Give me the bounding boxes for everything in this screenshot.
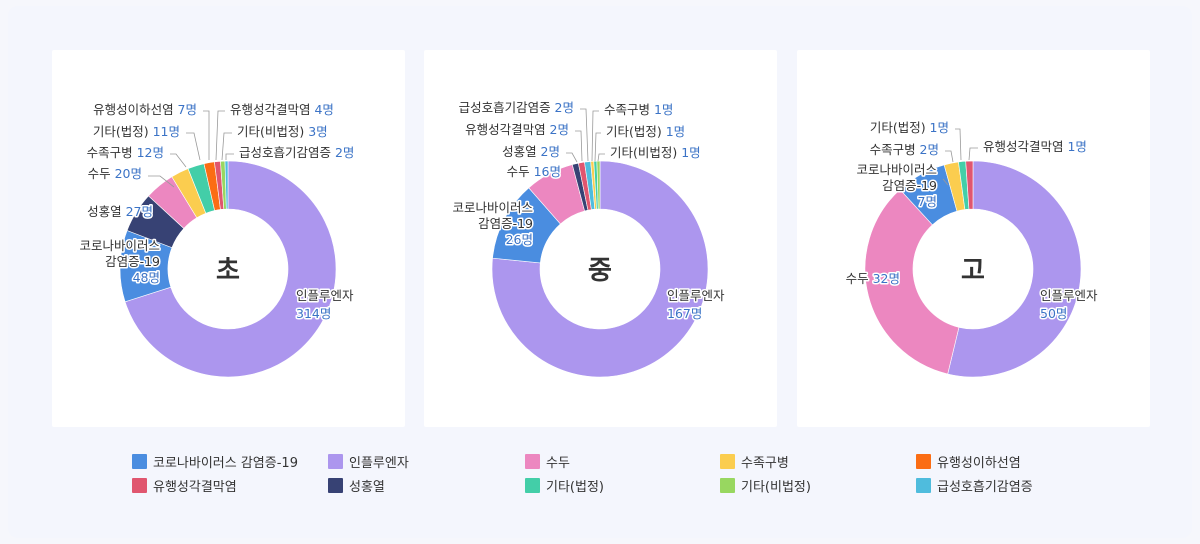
- leader-line-hfmd: [170, 153, 187, 168]
- leader-line-hfmd: [591, 110, 599, 162]
- slice-conj[interactable]: [965, 160, 974, 210]
- legend-label: 급성호흡기감염증: [937, 479, 1033, 495]
- data-label-flu-name: 인플루엔자: [296, 288, 354, 303]
- data-label-varicella: 수두 16명: [507, 164, 561, 179]
- data-label-scarlet: 성홍열 27명: [87, 204, 153, 219]
- data-label-flu-name: 인플루엔자: [667, 288, 725, 303]
- data-label-flu-value: 167명: [667, 306, 702, 321]
- legend-swatch: [916, 477, 931, 493]
- legend-label: 유행성각결막염: [153, 479, 237, 495]
- leader-line-etc_nonlegal: [221, 132, 232, 161]
- slice-ari[interactable]: [224, 160, 229, 210]
- legend-item-etc_legal[interactable]: 기타(법정): [525, 476, 604, 495]
- leader-line-etc_legal: [955, 128, 962, 161]
- legend-swatch: [132, 477, 147, 493]
- legend-swatch: [525, 453, 540, 469]
- legend-item-varicella[interactable]: 수두: [525, 452, 570, 471]
- data-label-conj: 유행성각결막염 2명: [465, 122, 569, 137]
- legend-swatch: [328, 453, 343, 469]
- legend-item-covid[interactable]: 코로나바이러스 감염증-19: [132, 452, 298, 471]
- leader-line-covid: [942, 178, 949, 186]
- leader-line-conj: [575, 130, 583, 162]
- data-label-varicella: 수두 20명: [88, 166, 142, 181]
- data-label-varicella: 수두 32명: [846, 271, 900, 286]
- data-label-hfmd: 수족구병 2명: [870, 142, 939, 157]
- data-label-covid-name-1: 코로나바이러스: [856, 162, 937, 177]
- leader-line-etc_nonlegal: [597, 153, 605, 162]
- data-label-conj: 유행성각결막염 1명: [983, 139, 1087, 154]
- data-label-covid-name-1: 코로나바이러스: [452, 200, 533, 215]
- data-label-flu-value: 314명: [296, 306, 331, 321]
- legend-item-conj[interactable]: 유행성각결막염: [132, 476, 237, 495]
- leader-line-varicella: [148, 175, 175, 188]
- legend-swatch: [525, 477, 540, 493]
- slice-flu[interactable]: [124, 160, 337, 378]
- legend-item-etc_nonlegal[interactable]: 기타(비법정): [720, 476, 811, 495]
- leader-line-conj: [215, 110, 225, 161]
- leader-line-etc_legal: [186, 132, 201, 161]
- data-label-hfmd: 수족구병 1명: [604, 102, 673, 117]
- leader-line-conj: [968, 147, 978, 161]
- legend-label: 기타(법정): [546, 479, 604, 495]
- slice-varicella[interactable]: [864, 189, 960, 375]
- legend-swatch: [328, 477, 343, 493]
- data-label-conj: 유행성각결막염 4명: [230, 102, 334, 117]
- data-label-hfmd: 수족구병 12명: [87, 145, 164, 160]
- legend-label: 코로나바이러스 감염증-19: [153, 455, 298, 471]
- legend-item-ari[interactable]: 급성호흡기감염증: [916, 476, 1033, 495]
- legend-label: 인플루엔자: [349, 455, 409, 471]
- data-label-etc_legal: 기타(법정) 11명: [93, 124, 180, 139]
- slice-flu[interactable]: [491, 160, 709, 378]
- legend-label: 기타(비법정): [741, 479, 811, 495]
- slice-flu[interactable]: [947, 160, 1082, 378]
- data-label-ari: 급성호흡기감염증 2명: [459, 100, 574, 115]
- legend-item-scarlet[interactable]: 성홍열: [328, 476, 385, 495]
- legend-item-flu[interactable]: 인플루엔자: [328, 452, 409, 471]
- data-label-etc_nonlegal: 기타(비법정) 3명: [237, 124, 328, 139]
- data-label-scarlet: 성홍열 2명: [502, 144, 560, 159]
- leader-line-ari: [225, 153, 234, 160]
- data-label-flu-name: 인플루엔자: [1040, 288, 1098, 303]
- leader-line-scarlet: [566, 152, 578, 163]
- data-label-covid-value: 26명: [506, 232, 533, 247]
- leader-line-etc_legal: [594, 132, 601, 162]
- legend-label: 수두: [546, 455, 570, 471]
- data-label-ari: 급성호흡기감염증 2명: [239, 145, 354, 160]
- legend-label: 유행성이하선염: [937, 455, 1021, 471]
- data-label-covid-value: 7명: [918, 194, 937, 209]
- legend-swatch: [916, 453, 931, 469]
- data-label-etc_legal: 기타(법정) 1명: [870, 120, 949, 135]
- data-label-covid-name-2: 감염증-19: [478, 216, 533, 231]
- leader-line-ari: [580, 108, 589, 162]
- leader-line-hfmd: [945, 150, 954, 163]
- data-label-flu-value: 50명: [1040, 306, 1067, 321]
- data-label-etc_legal: 기타(법정) 1명: [606, 124, 685, 139]
- data-label-mumps: 유행성이하선염 7명: [93, 102, 197, 117]
- chart-title: 초: [216, 256, 240, 286]
- legend-label: 수족구병: [741, 455, 789, 471]
- leader-line-mumps: [203, 110, 210, 160]
- data-label-covid-name-2: 감염증-19: [882, 178, 937, 193]
- legend-swatch: [720, 453, 735, 469]
- legend-label: 성홍열: [349, 479, 385, 495]
- legend-item-hfmd[interactable]: 수족구병: [720, 452, 789, 471]
- chart-title: 고: [961, 256, 985, 286]
- chart-title: 중: [588, 256, 612, 286]
- data-label-etc_nonlegal: 기타(비법정) 1명: [610, 145, 701, 160]
- slice-etc_nonlegal[interactable]: [596, 160, 601, 210]
- data-label-covid-name-2: 감염증-19: [105, 254, 160, 269]
- data-label-covid-value: 48명: [133, 270, 160, 285]
- legend-swatch: [720, 477, 735, 493]
- legend-item-mumps[interactable]: 유행성이하선염: [916, 452, 1021, 471]
- data-label-covid-name-1: 코로나바이러스: [79, 238, 160, 253]
- legend-swatch: [132, 453, 147, 469]
